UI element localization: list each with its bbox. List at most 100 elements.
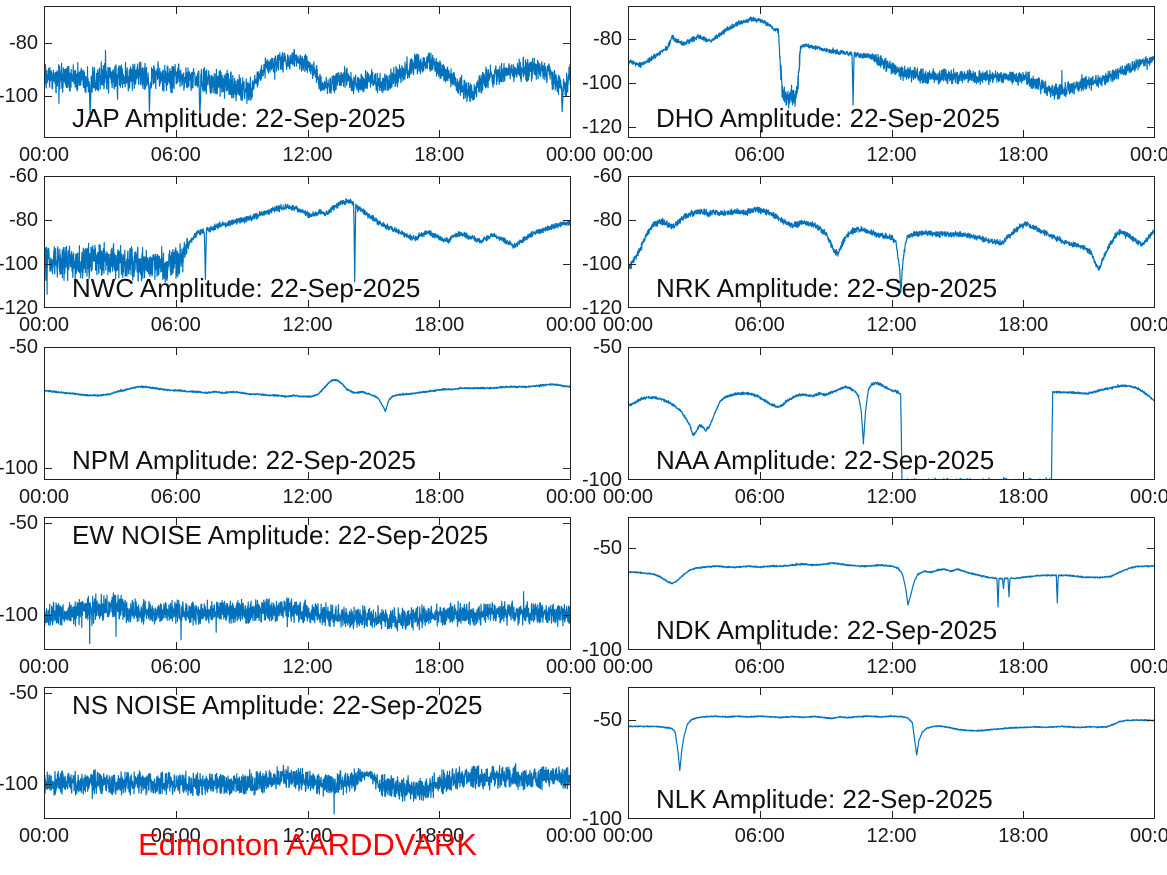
x-tick-label: 00:00 bbox=[545, 486, 597, 508]
x-tick-label: 18:00 bbox=[998, 144, 1049, 166]
y-tick-label: -120 bbox=[0, 297, 38, 319]
x-tick-label: 18:00 bbox=[414, 314, 465, 336]
signal-trace bbox=[44, 198, 571, 295]
plot-area bbox=[628, 6, 1155, 138]
axes-box-and-ticks bbox=[44, 347, 571, 480]
y-tick-label: -100 bbox=[0, 84, 38, 107]
axes-box bbox=[628, 517, 1155, 650]
y-tick-label: -50 bbox=[9, 511, 38, 534]
axes-box bbox=[44, 6, 571, 138]
signal-trace bbox=[44, 763, 571, 815]
x-tick-label: 00:00 bbox=[1129, 656, 1167, 678]
axes-box bbox=[628, 176, 1155, 308]
subplot-nwc: NWC Amplitude: 22-Sep-2025 bbox=[44, 176, 571, 308]
x-tick-label: 18:00 bbox=[414, 825, 465, 847]
axes-box-and-ticks bbox=[44, 176, 571, 308]
subplot-title: NRK Amplitude: 22-Sep-2025 bbox=[656, 273, 998, 303]
y-tick-label: -80 bbox=[593, 209, 622, 231]
x-tick-label: 12:00 bbox=[282, 314, 333, 336]
y-tick-label: -50 bbox=[9, 681, 38, 704]
x-tick-label: 00:00 bbox=[545, 656, 597, 678]
axes-box-and-ticks bbox=[628, 347, 1155, 480]
y-tick-label: -60 bbox=[593, 165, 622, 187]
x-tick-label: 18:00 bbox=[998, 825, 1049, 847]
subplot-naa: NAA Amplitude: 22-Sep-2025 bbox=[628, 347, 1155, 480]
x-tick-label: 12:00 bbox=[866, 144, 917, 166]
x-tick-label: 00:00 bbox=[602, 656, 654, 678]
y-tick-label: -100 bbox=[581, 469, 622, 491]
x-tick-label: 06:00 bbox=[150, 486, 201, 508]
axes-box-and-ticks bbox=[44, 517, 571, 650]
subplot-title: NPM Amplitude: 22-Sep-2025 bbox=[72, 445, 416, 475]
axes-box bbox=[628, 347, 1155, 480]
y-tick-label: -100 bbox=[581, 253, 622, 275]
x-tick-label: 00:00 bbox=[18, 486, 70, 508]
subplot-ns-noise: NS NOISE Amplitude: 22-Sep-2025 bbox=[44, 687, 571, 819]
x-tick-label: 12:00 bbox=[282, 144, 333, 166]
plot-area bbox=[628, 517, 1155, 650]
y-tick-label: -50 bbox=[593, 336, 622, 358]
x-tick-label: 00:00 bbox=[18, 144, 70, 166]
x-tick-label: 00:00 bbox=[602, 144, 654, 166]
x-tick-label: 00:00 bbox=[18, 656, 70, 678]
signal-trace bbox=[628, 561, 1155, 608]
x-tick-label: 00:00 bbox=[1129, 825, 1167, 847]
signal-trace bbox=[628, 206, 1155, 294]
x-tick-label: 18:00 bbox=[998, 656, 1049, 678]
x-tick-label: 18:00 bbox=[414, 656, 465, 678]
x-tick-label: 12:00 bbox=[866, 825, 917, 847]
y-tick-label: -100 bbox=[581, 808, 622, 830]
plot-area bbox=[44, 347, 571, 480]
subplot-ndk: NDK Amplitude: 22-Sep-2025 bbox=[628, 517, 1155, 650]
plot-area bbox=[44, 687, 571, 819]
x-tick-label: 12:00 bbox=[866, 656, 917, 678]
axes-box-and-ticks bbox=[44, 687, 571, 819]
y-tick-label: -50 bbox=[593, 709, 622, 732]
subplot-title: NAA Amplitude: 22-Sep-2025 bbox=[656, 445, 995, 475]
signal-trace bbox=[44, 48, 571, 118]
subplot-dho: DHO Amplitude: 22-Sep-2025 bbox=[628, 6, 1155, 138]
signal-trace bbox=[44, 591, 571, 645]
subplot-npm: NPM Amplitude: 22-Sep-2025 bbox=[44, 347, 571, 480]
y-tick-label: -100 bbox=[581, 639, 622, 661]
signal-trace bbox=[44, 378, 571, 413]
y-tick-label: -100 bbox=[0, 603, 38, 626]
axes-box bbox=[628, 687, 1155, 819]
subplot-title: NDK Amplitude: 22-Sep-2025 bbox=[656, 615, 998, 645]
subplot-title: EW NOISE Amplitude: 22-Sep-2025 bbox=[72, 520, 489, 550]
subplot-title: DHO Amplitude: 22-Sep-2025 bbox=[656, 103, 1000, 133]
x-tick-label: 12:00 bbox=[282, 486, 333, 508]
x-tick-label: 00:00 bbox=[545, 144, 597, 166]
x-tick-label: 18:00 bbox=[998, 314, 1049, 336]
x-tick-label: 00:00 bbox=[1129, 486, 1167, 508]
plot-area bbox=[628, 687, 1155, 819]
axes-box bbox=[44, 517, 571, 650]
x-tick-label: 00:00 bbox=[18, 314, 70, 336]
plot-area bbox=[44, 176, 571, 308]
x-tick-label: 06:00 bbox=[734, 656, 785, 678]
subplot-title: NS NOISE Amplitude: 22-Sep-2025 bbox=[72, 690, 483, 720]
x-tick-label: 06:00 bbox=[734, 314, 785, 336]
x-tick-label: 12:00 bbox=[282, 656, 333, 678]
subplot-title: JAP Amplitude: 22-Sep-2025 bbox=[72, 103, 406, 133]
y-tick-label: -60 bbox=[9, 165, 38, 187]
y-tick-label: -100 bbox=[0, 253, 38, 275]
axes-box-and-ticks bbox=[44, 6, 571, 138]
x-tick-label: 00:00 bbox=[1129, 144, 1167, 166]
subplot-ew-noise: EW NOISE Amplitude: 22-Sep-2025 bbox=[44, 517, 571, 650]
x-tick-label: 06:00 bbox=[150, 144, 201, 166]
x-tick-label: 12:00 bbox=[866, 486, 917, 508]
y-tick-label: -100 bbox=[581, 72, 622, 94]
x-tick-label: 00:00 bbox=[1129, 314, 1167, 336]
signal-trace bbox=[628, 16, 1155, 109]
y-tick-label: -80 bbox=[593, 28, 622, 50]
station-caption: Edmonton AARDDVARK bbox=[138, 827, 477, 862]
x-tick-label: 06:00 bbox=[734, 144, 785, 166]
x-tick-label: 00:00 bbox=[602, 486, 654, 508]
subplot-title: NWC Amplitude: 22-Sep-2025 bbox=[72, 273, 421, 303]
x-tick-label: 12:00 bbox=[866, 314, 917, 336]
x-tick-label: 18:00 bbox=[998, 486, 1049, 508]
plot-area bbox=[44, 517, 571, 650]
subplot-jap: JAP Amplitude: 22-Sep-2025 bbox=[44, 6, 571, 138]
x-tick-label: 18:00 bbox=[414, 486, 465, 508]
